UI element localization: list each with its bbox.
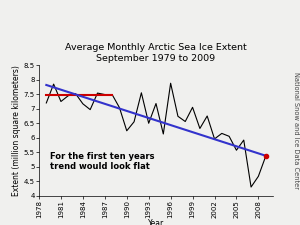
Text: National Snow and Ice Data Center: National Snow and Ice Data Center bbox=[292, 72, 298, 189]
Y-axis label: Extent (million square kilometers): Extent (million square kilometers) bbox=[12, 65, 21, 196]
Title: Average Monthly Arctic Sea Ice Extent
September 1979 to 2009: Average Monthly Arctic Sea Ice Extent Se… bbox=[65, 43, 247, 63]
Text: For the first ten years
trend would look flat: For the first ten years trend would look… bbox=[50, 152, 154, 171]
X-axis label: Year: Year bbox=[148, 219, 164, 225]
